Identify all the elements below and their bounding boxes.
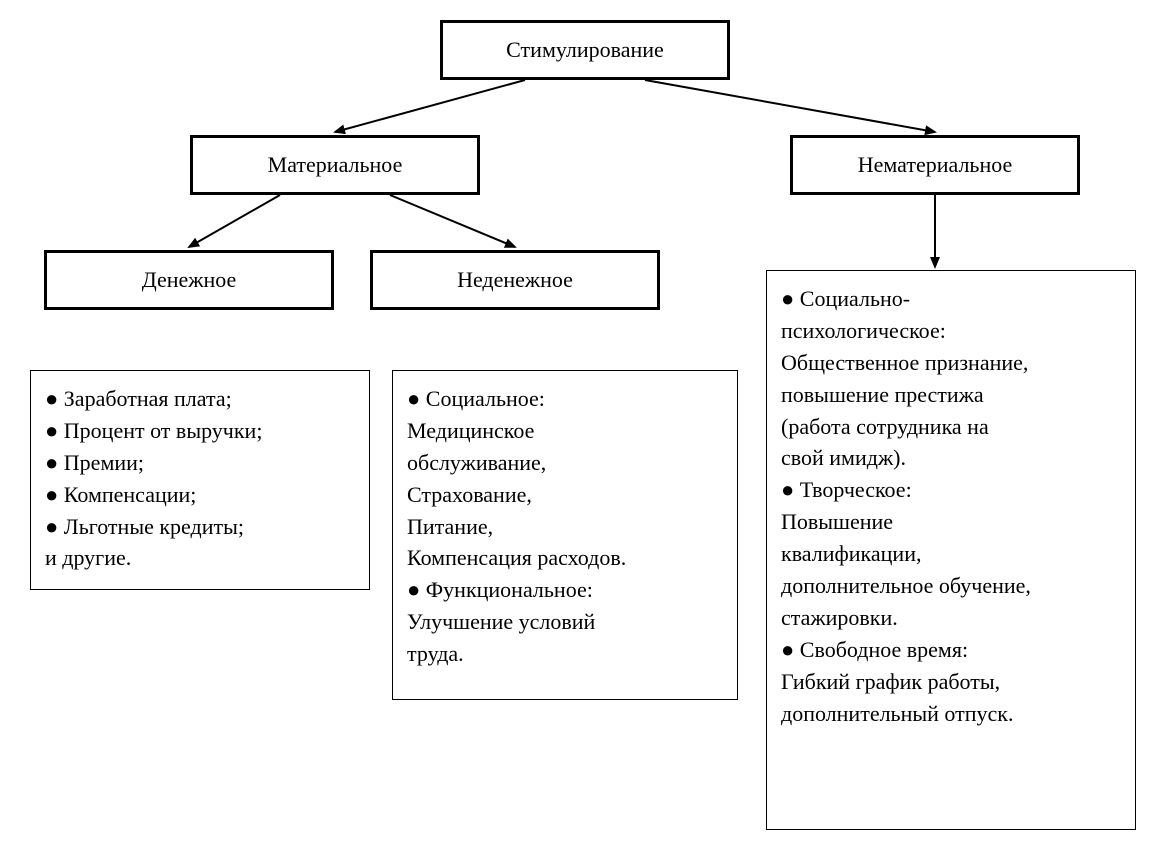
detail-line: ● Компенсации; <box>45 479 355 511</box>
detail-line: и другие. <box>45 542 355 574</box>
node-label: Стимулирование <box>506 37 664 63</box>
detail-line: ● Заработная плата; <box>45 383 355 415</box>
detail-line: ● Социально- <box>781 283 1121 315</box>
node-root: Стимулирование <box>440 20 730 80</box>
detail-line: квалификации, <box>781 538 1121 570</box>
node-label: Денежное <box>142 267 237 293</box>
detail-line: Улучшение условий <box>407 606 723 638</box>
detail-line: обслуживание, <box>407 447 723 479</box>
node-nonmaterial: Нематериальное <box>790 135 1080 195</box>
detail-line: Страхование, <box>407 479 723 511</box>
edge <box>390 195 515 247</box>
detail-line: психологическое: <box>781 315 1121 347</box>
detail-line: свой имидж). <box>781 442 1121 474</box>
detail-line: Медицинское <box>407 415 723 447</box>
node-nonmonetary: Неденежное <box>370 250 660 310</box>
detail-nonmonetary: ● Социальное: Медицинское обслуживание, … <box>392 370 738 700</box>
detail-line: ● Льготные кредиты; <box>45 511 355 543</box>
node-label: Материальное <box>268 152 403 178</box>
detail-line: дополнительный отпуск. <box>781 698 1121 730</box>
detail-line: ● Социальное: <box>407 383 723 415</box>
node-label: Неденежное <box>457 267 573 293</box>
detail-line: (работа сотрудника на <box>781 411 1121 443</box>
edge <box>645 80 935 132</box>
node-material: Материальное <box>190 135 480 195</box>
detail-line: ● Премии; <box>45 447 355 479</box>
node-monetary: Денежное <box>44 250 334 310</box>
detail-line: ● Творческое: <box>781 474 1121 506</box>
detail-line: Питание, <box>407 511 723 543</box>
detail-line: стажировки. <box>781 602 1121 634</box>
edge <box>335 80 525 132</box>
detail-line: повышение престижа <box>781 379 1121 411</box>
detail-line: Компенсация расходов. <box>407 542 723 574</box>
detail-monetary: ● Заработная плата; ● Процент от выручки… <box>30 370 370 590</box>
detail-nonmaterial: ● Социально- психологическое: Общественн… <box>766 270 1136 830</box>
detail-line: дополнительное обучение, <box>781 570 1121 602</box>
detail-line: ● Процент от выручки; <box>45 415 355 447</box>
detail-line: ● Свободное время: <box>781 634 1121 666</box>
detail-line: Общественное признание, <box>781 347 1121 379</box>
detail-line: Гибкий график работы, <box>781 666 1121 698</box>
detail-line: Повышение <box>781 506 1121 538</box>
edge <box>189 195 280 247</box>
node-label: Нематериальное <box>858 152 1013 178</box>
detail-line: ● Функциональное: <box>407 574 723 606</box>
detail-line: труда. <box>407 638 723 670</box>
